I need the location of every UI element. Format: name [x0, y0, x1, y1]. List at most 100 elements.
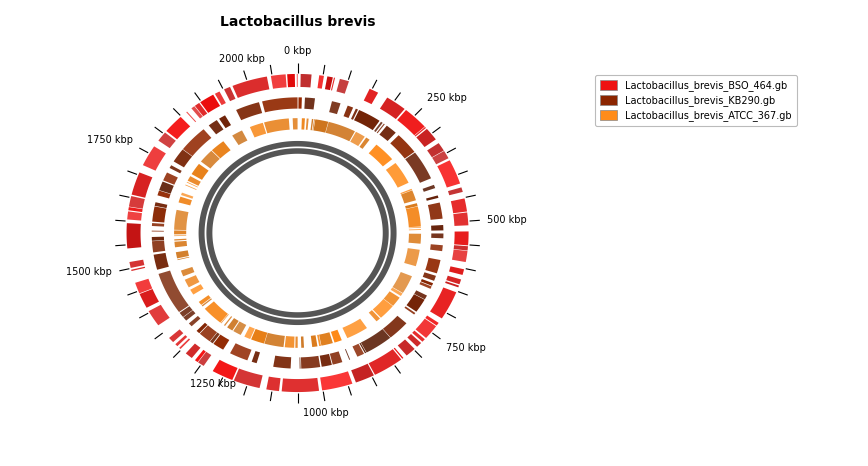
Polygon shape [152, 206, 167, 223]
Polygon shape [152, 223, 164, 226]
Polygon shape [152, 231, 164, 232]
Polygon shape [232, 130, 247, 145]
Polygon shape [169, 329, 183, 342]
Polygon shape [167, 117, 190, 139]
Text: 1000 kbp: 1000 kbp [303, 408, 349, 418]
Polygon shape [230, 343, 252, 360]
Polygon shape [227, 318, 239, 330]
Polygon shape [154, 253, 169, 270]
Polygon shape [391, 288, 403, 296]
Polygon shape [313, 119, 328, 133]
Polygon shape [233, 322, 247, 335]
Polygon shape [406, 206, 421, 227]
Polygon shape [312, 119, 315, 130]
Polygon shape [251, 329, 267, 343]
Polygon shape [426, 195, 438, 201]
Polygon shape [409, 233, 421, 244]
Legend: Lactobacillus_brevis_BSO_464.gb, Lactobacillus_brevis_KB290.gb, Lactobacillus_br: Lactobacillus_brevis_BSO_464.gb, Lactoba… [595, 75, 797, 126]
Polygon shape [398, 110, 424, 135]
Polygon shape [337, 79, 349, 94]
Polygon shape [181, 267, 194, 276]
Polygon shape [135, 279, 152, 294]
Polygon shape [191, 106, 203, 118]
Polygon shape [431, 233, 444, 238]
Polygon shape [350, 132, 365, 146]
Polygon shape [425, 258, 440, 274]
Polygon shape [407, 334, 421, 347]
Polygon shape [187, 112, 196, 122]
Polygon shape [359, 137, 370, 149]
Polygon shape [295, 336, 298, 348]
Polygon shape [285, 336, 294, 348]
Text: 1500 kbp: 1500 kbp [66, 267, 112, 277]
Polygon shape [415, 127, 426, 137]
Polygon shape [344, 106, 353, 118]
Polygon shape [198, 352, 211, 366]
Polygon shape [187, 176, 201, 186]
Polygon shape [250, 123, 266, 137]
Polygon shape [287, 74, 295, 87]
Polygon shape [401, 190, 416, 204]
Polygon shape [174, 239, 187, 240]
Polygon shape [174, 241, 187, 247]
Polygon shape [326, 122, 355, 141]
Polygon shape [421, 279, 433, 286]
Polygon shape [262, 97, 298, 112]
Polygon shape [369, 144, 392, 166]
Polygon shape [359, 343, 366, 353]
Polygon shape [129, 196, 145, 209]
Polygon shape [176, 250, 189, 259]
Polygon shape [174, 150, 192, 167]
Polygon shape [177, 257, 189, 260]
Polygon shape [330, 351, 342, 364]
Polygon shape [351, 109, 358, 120]
Polygon shape [369, 349, 401, 375]
Polygon shape [128, 212, 142, 220]
Polygon shape [181, 192, 194, 199]
Polygon shape [265, 333, 285, 347]
Polygon shape [266, 377, 280, 391]
Polygon shape [374, 122, 383, 132]
Polygon shape [311, 335, 318, 347]
Polygon shape [305, 97, 315, 110]
Polygon shape [129, 260, 144, 268]
Polygon shape [361, 329, 391, 352]
Polygon shape [179, 338, 190, 349]
Text: 250 kbp: 250 kbp [427, 93, 467, 103]
Polygon shape [224, 316, 232, 326]
Polygon shape [428, 203, 443, 220]
Polygon shape [200, 325, 217, 341]
Polygon shape [220, 314, 229, 323]
Polygon shape [343, 319, 367, 338]
Polygon shape [383, 316, 406, 337]
Polygon shape [445, 281, 459, 288]
Polygon shape [174, 230, 187, 234]
Polygon shape [311, 119, 313, 130]
Polygon shape [319, 332, 332, 346]
Polygon shape [186, 343, 201, 358]
Polygon shape [301, 336, 304, 348]
Polygon shape [183, 129, 212, 156]
Polygon shape [192, 164, 208, 180]
Polygon shape [148, 305, 169, 325]
Polygon shape [180, 306, 193, 317]
Polygon shape [185, 275, 200, 288]
Polygon shape [212, 141, 231, 158]
Polygon shape [210, 333, 220, 343]
Polygon shape [352, 344, 364, 356]
Polygon shape [412, 330, 424, 342]
Polygon shape [215, 91, 226, 105]
Polygon shape [446, 276, 461, 284]
Polygon shape [392, 272, 412, 293]
Polygon shape [386, 163, 409, 188]
Polygon shape [454, 232, 469, 246]
Text: 500 kbp: 500 kbp [487, 215, 527, 225]
Polygon shape [318, 75, 324, 89]
Polygon shape [414, 290, 427, 299]
Polygon shape [169, 165, 181, 173]
Polygon shape [128, 207, 142, 212]
Text: 750 kbp: 750 kbp [446, 343, 486, 353]
Polygon shape [252, 351, 260, 363]
Polygon shape [431, 225, 444, 231]
Polygon shape [189, 316, 201, 326]
